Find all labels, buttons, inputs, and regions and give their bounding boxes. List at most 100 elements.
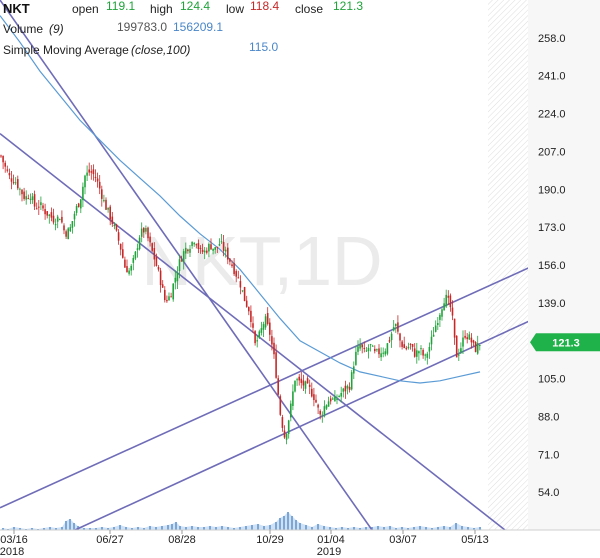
volume-value-1: 199783.0 xyxy=(117,20,167,34)
candle-body xyxy=(128,270,130,274)
trendline[interactable] xyxy=(0,132,506,530)
trendline[interactable] xyxy=(0,267,530,509)
candle-body xyxy=(107,207,109,210)
volume-bar xyxy=(143,528,145,530)
candle-body xyxy=(464,335,466,338)
candle-body xyxy=(180,260,183,262)
volume-bar xyxy=(2,528,4,530)
candle-body xyxy=(38,206,40,208)
volume-bar xyxy=(467,527,469,530)
candle-body xyxy=(264,316,267,328)
low-label: low xyxy=(226,2,244,16)
volume-bar xyxy=(479,527,481,530)
candle-body xyxy=(449,295,452,308)
candle-body xyxy=(86,172,88,176)
candle-body xyxy=(235,271,237,277)
candle-body xyxy=(413,348,416,357)
candle-body xyxy=(176,272,179,282)
candle-body xyxy=(327,401,330,407)
volume-bar xyxy=(419,526,421,530)
symbol-label: NKT xyxy=(3,1,30,16)
candle-body xyxy=(132,257,135,263)
y-tick-label: 156.0 xyxy=(538,260,566,272)
candle-body xyxy=(311,388,313,397)
volume-bar xyxy=(107,528,109,530)
trendline[interactable] xyxy=(0,0,373,530)
candle-body xyxy=(315,399,317,403)
x-tick-label: 01/04 xyxy=(317,534,345,546)
candle-body xyxy=(92,169,95,175)
candle-body xyxy=(201,249,204,252)
volume-bar xyxy=(395,528,397,530)
candle-body xyxy=(428,346,431,352)
high-value: 124.4 xyxy=(180,0,210,13)
candle-body xyxy=(296,379,298,381)
candle-body xyxy=(40,202,42,206)
volume-bar xyxy=(113,527,115,530)
volume-layer xyxy=(0,512,482,530)
candle-body xyxy=(105,199,107,210)
candle-body xyxy=(61,216,63,223)
y-tick-label: 54.0 xyxy=(538,487,559,499)
sma-line xyxy=(0,15,481,384)
volume-bar xyxy=(137,527,139,530)
volume-bar xyxy=(389,526,391,530)
candle-body xyxy=(12,182,15,184)
candle-body xyxy=(359,344,361,349)
candle-body xyxy=(54,224,57,226)
candle-body xyxy=(136,248,139,251)
candle-body xyxy=(151,243,153,251)
candle-body xyxy=(266,313,269,324)
candle-body xyxy=(369,344,372,346)
candle-body xyxy=(155,257,158,266)
candle-body xyxy=(153,248,156,260)
candle-body xyxy=(405,347,408,350)
candle-body xyxy=(71,221,74,228)
candle-body xyxy=(479,345,481,347)
candle-body xyxy=(338,395,340,397)
trendline[interactable] xyxy=(74,320,530,530)
volume-bar xyxy=(383,527,385,530)
candle-body xyxy=(4,162,6,167)
x-tick-label: 08/28 xyxy=(168,534,196,546)
volume-bar xyxy=(449,527,451,530)
candle-body xyxy=(302,380,305,386)
candle-body xyxy=(455,335,458,358)
candle-body xyxy=(470,337,473,343)
candle-body xyxy=(388,340,391,342)
candle-body xyxy=(287,420,290,434)
candle-body xyxy=(143,227,145,233)
candle-body xyxy=(187,249,189,252)
volume-bar xyxy=(443,526,445,530)
candle-body xyxy=(460,348,462,353)
candle-body xyxy=(161,284,164,288)
candle-body xyxy=(281,417,284,428)
candle-body xyxy=(298,376,300,381)
candle-body xyxy=(113,224,116,227)
candle-body xyxy=(350,372,353,390)
candle-body xyxy=(432,334,435,337)
volume-bar xyxy=(437,527,439,530)
candle-body xyxy=(117,232,120,241)
volume-bar xyxy=(149,526,151,530)
y-tick-label: 173.0 xyxy=(538,222,566,234)
candle-body xyxy=(306,378,309,384)
volume-bar xyxy=(245,526,247,530)
volume-bar xyxy=(407,528,409,530)
candle-body xyxy=(77,203,80,208)
volume-bar xyxy=(455,523,457,530)
candle-body xyxy=(321,414,324,416)
candle-body xyxy=(218,244,221,246)
candle-body xyxy=(399,333,401,341)
x-tick-label: 03/07 xyxy=(389,534,417,546)
candle-body xyxy=(434,325,437,332)
open-label: open xyxy=(72,2,99,16)
volume-bar xyxy=(291,516,293,530)
candle-body xyxy=(103,200,105,202)
candle-body xyxy=(353,366,355,374)
candle-body xyxy=(182,251,185,263)
candle-body xyxy=(48,214,51,216)
candle-body xyxy=(380,353,382,358)
